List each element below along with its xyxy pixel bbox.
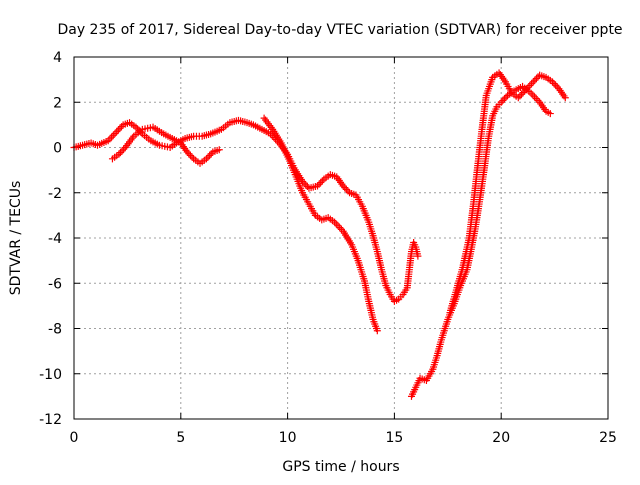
data-point <box>514 94 522 102</box>
y-tick-label: 0 <box>53 141 62 157</box>
data-point <box>561 94 569 102</box>
data-point-fill <box>517 90 525 98</box>
y-tick-label: 4 <box>53 50 62 66</box>
axis-ticks: 0 5 10 15 20 25 -12 -10 -8 -6 -4 -2 0 2 4 <box>39 50 617 446</box>
grid-lines <box>74 57 608 419</box>
data-point <box>339 182 347 190</box>
x-tick-label: 25 <box>599 430 617 446</box>
x-axis-label: GPS time / hours <box>282 459 399 475</box>
data-point-fill <box>116 149 124 157</box>
x-tick-label: 0 <box>70 430 79 446</box>
data-point-fill <box>206 151 214 159</box>
data-point-fill <box>204 153 212 161</box>
data-point-fill <box>516 92 524 100</box>
data-point-fill <box>318 177 326 185</box>
data-point-fill <box>553 83 561 91</box>
data-point-fill <box>118 123 126 131</box>
y-tick-label: -2 <box>48 186 62 202</box>
data-point-fill <box>552 81 560 89</box>
data-point-fill <box>528 80 536 88</box>
y-tick-label: 2 <box>53 95 62 111</box>
data-point-fill <box>302 181 310 189</box>
y-tick-label: -6 <box>48 276 62 292</box>
data-point-fill <box>341 184 349 192</box>
data-point-fill <box>116 124 124 132</box>
data-point <box>373 327 381 335</box>
data-point-fill <box>334 222 342 230</box>
data-point <box>183 148 191 156</box>
data-point <box>546 110 554 118</box>
data-point-fill <box>499 97 507 105</box>
y-tick-label: -10 <box>39 367 62 383</box>
data-point-fill <box>118 147 126 155</box>
data-point <box>314 182 322 190</box>
x-tick-label: 15 <box>385 430 403 446</box>
data-point-fill <box>344 187 352 195</box>
data-point <box>497 98 505 106</box>
y-tick-label: -8 <box>48 322 62 338</box>
data-point-fill <box>188 153 196 161</box>
x-tick-label: 5 <box>176 430 185 446</box>
y-tick-label: -4 <box>48 231 62 247</box>
x-tick-label: 10 <box>279 430 297 446</box>
data-point <box>115 150 123 158</box>
data-point-fill <box>315 180 323 188</box>
data-point <box>215 146 223 154</box>
data-point-fill <box>534 73 542 81</box>
data-point-fill <box>519 89 527 97</box>
data-point-fill <box>502 93 510 101</box>
data-point <box>113 128 121 136</box>
data-point-fill <box>185 150 193 158</box>
data-point-fill <box>342 185 350 193</box>
data-point <box>529 78 537 86</box>
data-point-fill <box>332 220 340 228</box>
y-tick-label: -12 <box>39 412 62 428</box>
data-point <box>132 123 140 131</box>
data-point-fill <box>114 126 122 134</box>
data-point-fill <box>186 151 194 159</box>
data-point-fill <box>109 131 117 139</box>
data-points <box>70 69 569 400</box>
data-point-fill <box>111 129 119 137</box>
data-point-fill <box>532 74 540 82</box>
data-point-fill <box>108 133 116 141</box>
chart-title: Day 235 of 2017, Sidereal Day-to-day VTE… <box>57 22 622 38</box>
data-point-fill <box>532 95 540 103</box>
data-point-fill <box>207 150 215 158</box>
data-point-fill <box>531 93 539 101</box>
data-point-fill <box>336 224 344 232</box>
data-point <box>414 252 422 260</box>
data-point-fill <box>120 145 128 153</box>
data-point-fill <box>550 80 558 88</box>
data-point-fill <box>531 76 539 84</box>
data-point-fill <box>500 95 508 103</box>
data-point <box>548 78 556 86</box>
x-tick-label: 20 <box>492 430 510 446</box>
y-axis-label: SDTVAR / TECUs <box>8 181 24 296</box>
data-point <box>202 155 210 163</box>
data-point-fill <box>303 183 311 191</box>
data-point-fill <box>317 179 325 187</box>
data-point-fill <box>529 91 537 99</box>
plot-frame <box>73 56 609 420</box>
